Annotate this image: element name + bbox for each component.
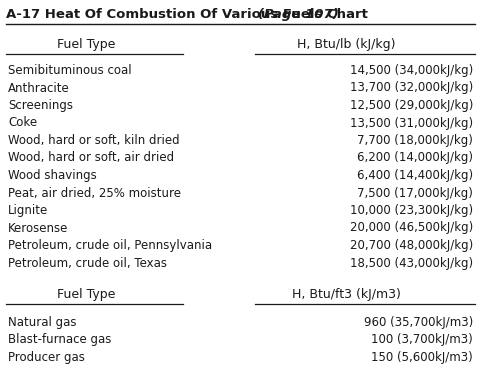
Text: 7,700 (18,000kJ/kg): 7,700 (18,000kJ/kg) — [356, 134, 472, 147]
Text: Petroleum, crude oil, Texas: Petroleum, crude oil, Texas — [8, 256, 167, 269]
Text: Blast-furnace gas: Blast-furnace gas — [8, 334, 111, 346]
Text: Kerosense: Kerosense — [8, 221, 68, 235]
Text: Wood shavings: Wood shavings — [8, 169, 96, 182]
Text: Coke: Coke — [8, 117, 37, 130]
Text: 13,700 (32,000kJ/kg): 13,700 (32,000kJ/kg) — [349, 82, 472, 94]
Text: 20,000 (46,500kJ/kg): 20,000 (46,500kJ/kg) — [349, 221, 472, 235]
Text: Anthracite: Anthracite — [8, 82, 70, 94]
Text: 960 (35,700kJ/m3): 960 (35,700kJ/m3) — [363, 316, 472, 329]
Text: Wood, hard or soft, kiln dried: Wood, hard or soft, kiln dried — [8, 134, 179, 147]
Text: (Page 107): (Page 107) — [257, 8, 338, 21]
Text: 100 (3,700kJ/m3): 100 (3,700kJ/m3) — [371, 334, 472, 346]
Text: Peat, air dried, 25% moisture: Peat, air dried, 25% moisture — [8, 186, 180, 200]
Text: Lignite: Lignite — [8, 204, 48, 217]
Text: Producer gas: Producer gas — [8, 351, 84, 364]
Text: Petroleum, crude oil, Pennsylvania: Petroleum, crude oil, Pennsylvania — [8, 239, 212, 252]
Text: Fuel Type: Fuel Type — [57, 38, 116, 51]
Text: H, Btu/lb (kJ/kg): H, Btu/lb (kJ/kg) — [297, 38, 395, 51]
Text: H, Btu/ft3 (kJ/m3): H, Btu/ft3 (kJ/m3) — [291, 288, 400, 301]
Text: Fuel Type: Fuel Type — [57, 288, 116, 301]
Text: 12,500 (29,000kJ/kg): 12,500 (29,000kJ/kg) — [349, 99, 472, 112]
Text: 7,500 (17,000kJ/kg): 7,500 (17,000kJ/kg) — [356, 186, 472, 200]
Text: 14,500 (34,000kJ/kg): 14,500 (34,000kJ/kg) — [349, 64, 472, 77]
Text: A-17 Heat Of Combustion Of Various Fuels Chart: A-17 Heat Of Combustion Of Various Fuels… — [6, 8, 372, 21]
Text: 6,200 (14,000kJ/kg): 6,200 (14,000kJ/kg) — [356, 152, 472, 165]
Text: Wood, hard or soft, air dried: Wood, hard or soft, air dried — [8, 152, 174, 165]
Text: Screenings: Screenings — [8, 99, 73, 112]
Text: Natural gas: Natural gas — [8, 316, 76, 329]
Text: 6,400 (14,400kJ/kg): 6,400 (14,400kJ/kg) — [356, 169, 472, 182]
Text: 150 (5,600kJ/m3): 150 (5,600kJ/m3) — [371, 351, 472, 364]
Text: 20,700 (48,000kJ/kg): 20,700 (48,000kJ/kg) — [349, 239, 472, 252]
Text: 18,500 (43,000kJ/kg): 18,500 (43,000kJ/kg) — [349, 256, 472, 269]
Text: 13,500 (31,000kJ/kg): 13,500 (31,000kJ/kg) — [349, 117, 472, 130]
Text: 10,000 (23,300kJ/kg): 10,000 (23,300kJ/kg) — [349, 204, 472, 217]
Text: Semibituminous coal: Semibituminous coal — [8, 64, 132, 77]
